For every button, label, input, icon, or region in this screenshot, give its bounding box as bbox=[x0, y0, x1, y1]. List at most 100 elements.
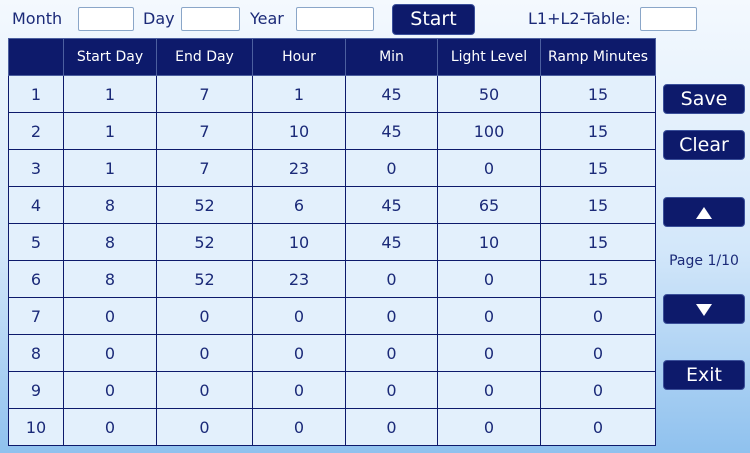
table-cell[interactable]: 0 bbox=[437, 149, 541, 187]
table-cell[interactable]: 0 bbox=[345, 260, 438, 298]
table-cell[interactable]: 8 bbox=[63, 186, 157, 224]
table-cell[interactable]: 1 bbox=[252, 75, 346, 113]
table-row[interactable]: 2 1 7 10 45 100 15 bbox=[8, 112, 656, 150]
page-up-button[interactable] bbox=[663, 197, 745, 227]
table-cell[interactable]: 0 bbox=[540, 371, 656, 409]
row-number: 8 bbox=[8, 334, 64, 372]
table-cell[interactable]: 15 bbox=[540, 260, 656, 298]
table-cell[interactable]: 7 bbox=[156, 75, 253, 113]
table-row[interactable]: 6 8 52 23 0 0 15 bbox=[8, 260, 656, 298]
table-row[interactable]: 10 0 0 0 0 0 0 bbox=[8, 408, 656, 446]
table-cell[interactable]: 23 bbox=[252, 260, 346, 298]
table-cell[interactable]: 0 bbox=[345, 149, 438, 187]
table-cell[interactable]: 0 bbox=[437, 334, 541, 372]
table-cell[interactable]: 10 bbox=[437, 223, 541, 261]
table-cell[interactable]: 0 bbox=[540, 297, 656, 335]
table-cell[interactable]: 23 bbox=[252, 149, 346, 187]
table-cell[interactable]: 0 bbox=[252, 371, 346, 409]
table-cell[interactable]: 0 bbox=[437, 297, 541, 335]
table-cell[interactable]: 15 bbox=[540, 186, 656, 224]
row-number: 10 bbox=[8, 408, 64, 446]
header-cell: Light Level bbox=[437, 38, 541, 76]
table-cell[interactable]: 0 bbox=[63, 408, 157, 446]
table-cell[interactable]: 0 bbox=[252, 334, 346, 372]
table-cell[interactable]: 45 bbox=[345, 112, 438, 150]
table-cell[interactable]: 65 bbox=[437, 186, 541, 224]
day-input[interactable] bbox=[181, 7, 240, 31]
clear-button[interactable]: Clear bbox=[663, 130, 745, 160]
page-down-button[interactable] bbox=[663, 294, 745, 324]
table-cell[interactable]: 15 bbox=[540, 149, 656, 187]
table-cell[interactable]: 10 bbox=[252, 112, 346, 150]
table-row[interactable]: 1 1 7 1 45 50 15 bbox=[8, 75, 656, 113]
row-number: 3 bbox=[8, 149, 64, 187]
table-cell[interactable]: 0 bbox=[156, 334, 253, 372]
table-row[interactable]: 4 8 52 6 45 65 15 bbox=[8, 186, 656, 224]
table-cell[interactable]: 1 bbox=[63, 149, 157, 187]
exit-button[interactable]: Exit bbox=[663, 360, 745, 390]
year-input[interactable] bbox=[296, 7, 374, 31]
table-cell[interactable]: 15 bbox=[540, 75, 656, 113]
table-cell[interactable]: 1 bbox=[63, 112, 157, 150]
table-cell[interactable]: 0 bbox=[437, 408, 541, 446]
table-cell[interactable]: 52 bbox=[156, 223, 253, 261]
table-cell[interactable]: 52 bbox=[156, 260, 253, 298]
table-cell[interactable]: 52 bbox=[156, 186, 253, 224]
table-cell[interactable]: 0 bbox=[156, 408, 253, 446]
table-cell[interactable]: 0 bbox=[540, 334, 656, 372]
table-input[interactable] bbox=[640, 7, 697, 31]
down-arrow bbox=[696, 304, 712, 316]
table-row[interactable]: 5 8 52 10 45 10 15 bbox=[8, 223, 656, 261]
table-cell[interactable]: 100 bbox=[437, 112, 541, 150]
schedule-table: Start Day End Day Hour Min Light Level Ramp M… bbox=[8, 38, 656, 446]
table-cell[interactable]: 0 bbox=[252, 408, 346, 446]
table-cell[interactable]: 0 bbox=[345, 371, 438, 409]
table-cell[interactable]: 6 bbox=[252, 186, 346, 224]
header-cell bbox=[8, 38, 64, 76]
table-cell[interactable]: 0 bbox=[63, 334, 157, 372]
table-cell[interactable]: 45 bbox=[345, 186, 438, 224]
table-cell[interactable]: 0 bbox=[437, 260, 541, 298]
header-cell: Hour bbox=[252, 38, 346, 76]
start-button[interactable]: Start bbox=[392, 4, 475, 35]
table-cell[interactable]: 0 bbox=[437, 371, 541, 409]
table-cell[interactable]: 0 bbox=[63, 371, 157, 409]
row-number: 1 bbox=[8, 75, 64, 113]
month-input[interactable] bbox=[78, 7, 134, 31]
table-cell[interactable]: 0 bbox=[345, 334, 438, 372]
row-number: 9 bbox=[8, 371, 64, 409]
table-cell[interactable]: 10 bbox=[252, 223, 346, 261]
row-number: 4 bbox=[8, 186, 64, 224]
table-row[interactable]: 3 1 7 23 0 0 15 bbox=[8, 149, 656, 187]
table-cell[interactable]: 8 bbox=[63, 223, 157, 261]
table-cell[interactable]: 8 bbox=[63, 260, 157, 298]
table-cell[interactable]: 0 bbox=[156, 371, 253, 409]
table-cell[interactable]: 15 bbox=[540, 223, 656, 261]
table-cell[interactable]: 45 bbox=[345, 75, 438, 113]
up-arrow bbox=[696, 207, 712, 219]
table-cell[interactable]: 7 bbox=[156, 112, 253, 150]
table-cell[interactable]: 0 bbox=[252, 297, 346, 335]
table-cell[interactable]: 0 bbox=[540, 408, 656, 446]
row-number: 6 bbox=[8, 260, 64, 298]
table-cell[interactable]: 45 bbox=[345, 223, 438, 261]
table-cell[interactable]: 50 bbox=[437, 75, 541, 113]
table-cell[interactable]: 15 bbox=[540, 112, 656, 150]
table-cell[interactable]: 1 bbox=[63, 75, 157, 113]
table-cell[interactable]: 0 bbox=[156, 297, 253, 335]
table-cell[interactable]: 0 bbox=[345, 408, 438, 446]
table-cell[interactable]: 0 bbox=[63, 297, 157, 335]
header-cell: Ramp Minutes bbox=[540, 38, 656, 76]
row-number: 5 bbox=[8, 223, 64, 261]
table-cell[interactable]: 7 bbox=[156, 149, 253, 187]
save-button[interactable]: Save bbox=[663, 84, 745, 114]
header-cell: Start Day bbox=[63, 38, 157, 76]
page-indicator: Page 1/10 bbox=[669, 253, 739, 269]
header-cell: End Day bbox=[156, 38, 253, 76]
day-label: Day bbox=[143, 9, 175, 28]
table-cell[interactable]: 0 bbox=[345, 297, 438, 335]
